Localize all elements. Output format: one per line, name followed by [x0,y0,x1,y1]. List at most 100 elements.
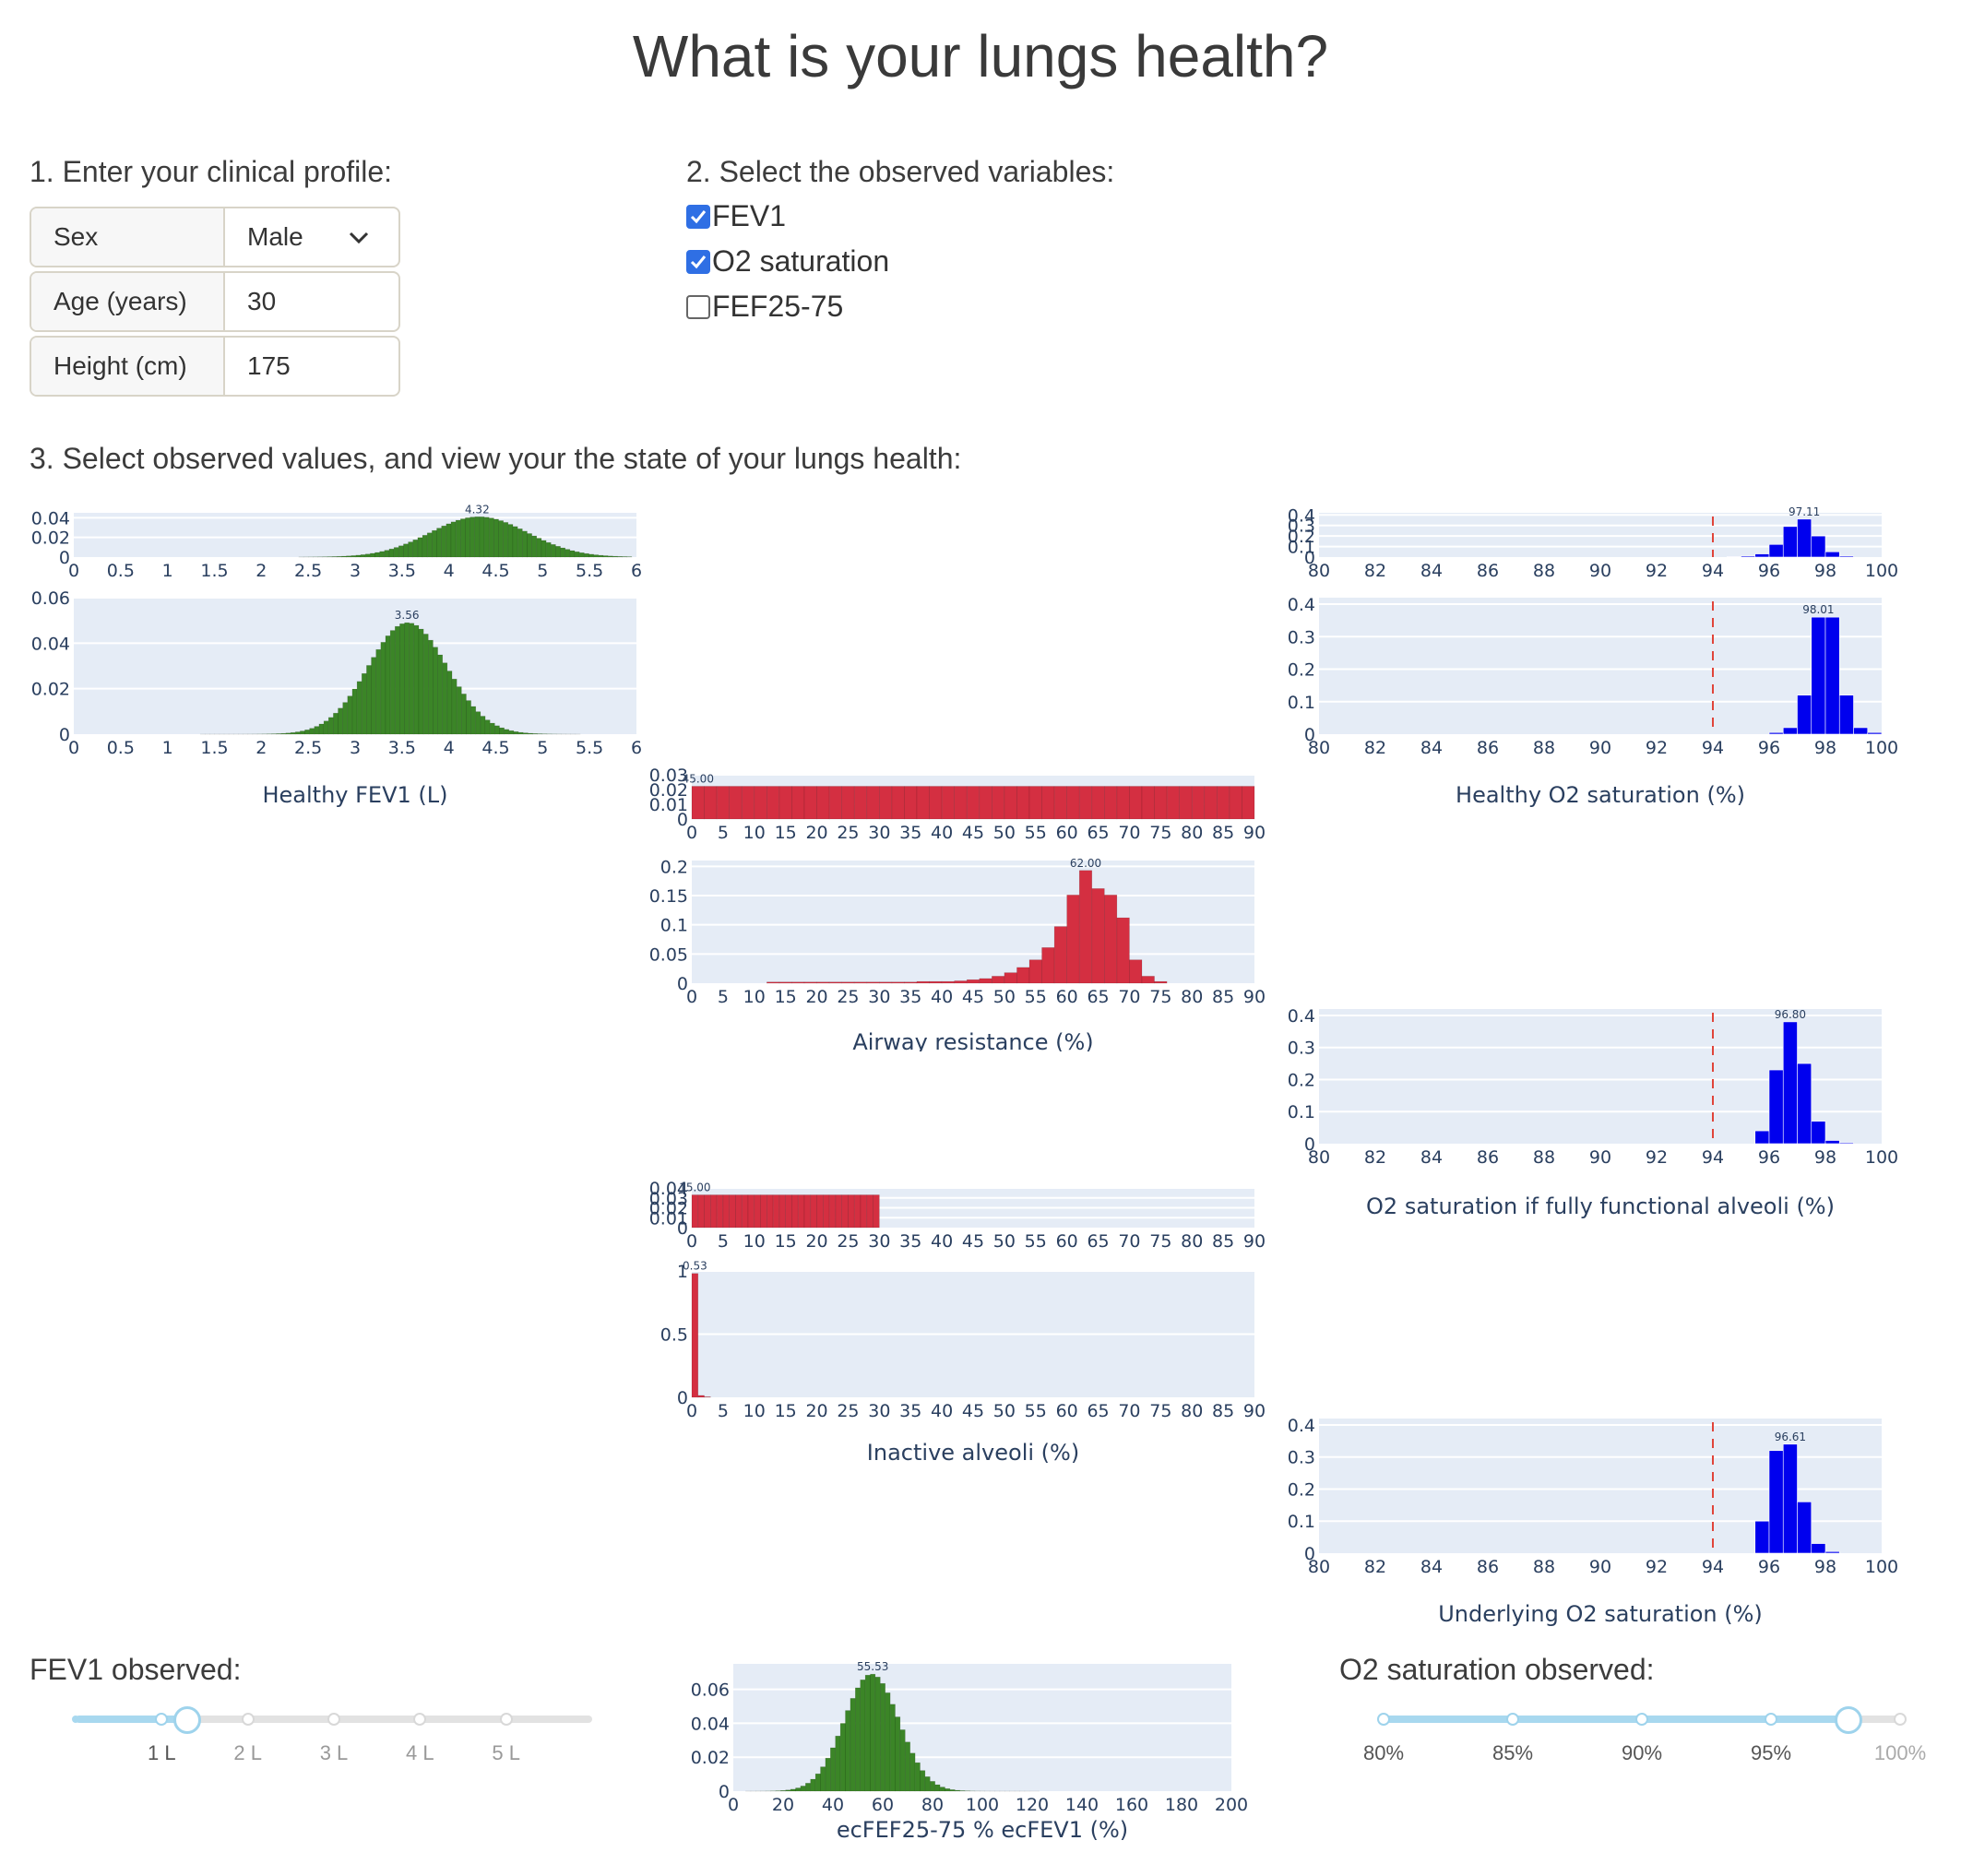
fev1-bottom-bar [528,732,533,735]
fef-bar [945,1787,951,1792]
fef-bar [845,1710,851,1792]
airway-top-xtick-label: 90 [1243,823,1266,843]
fev1-slider-tick-label[interactable]: 2 L [233,1741,262,1764]
o2-slider-mark[interactable] [1765,1713,1777,1726]
o2-saturation-checkbox[interactable] [686,250,710,274]
alveoli-top-bar [754,1194,761,1229]
fev1-slider-mark[interactable] [327,1713,340,1726]
airway-bottom-xtick-label: 45 [962,987,984,1007]
fev1-top-bar [370,552,375,558]
airway-top-bar [816,786,830,820]
fev1-top-ytick-label: 0 [59,548,70,568]
fef-bar [800,1786,806,1792]
height-input[interactable]: 175 [247,351,291,380]
fev1-slider-mark[interactable] [241,1713,255,1726]
fef-bar [860,1680,866,1792]
o2-top-xtick-label: 100 [1865,561,1898,581]
airway-top-bar [1104,786,1118,820]
fev1-slider-mark[interactable] [155,1713,169,1726]
fev1-top-bar [612,555,618,558]
fev1-top-xtick-label: 4 [444,561,455,581]
alveoli-top-bar [767,1194,774,1229]
fev1-bottom-bar [466,700,471,735]
airway-top-bar [1191,786,1206,820]
o2-slider-tick-label[interactable]: 95% [1750,1741,1792,1764]
alveoli-top-bar [772,1194,780,1229]
alveoli-bottom-bar [704,1396,711,1398]
fev1-slider-handle[interactable] [173,1706,202,1734]
fev1-slider-track[interactable] [76,1716,188,1723]
fev1-checkbox[interactable] [686,205,710,229]
fev1-bottom-xtick-label: 5.5 [576,738,603,758]
fev1-slider-mark[interactable] [413,1713,427,1726]
fev1-slider-tick-label[interactable]: 3 L [319,1741,349,1764]
fev1-top-bar [479,516,485,558]
fev1-slider-tick-label[interactable]: 1 L [148,1741,176,1764]
alveoli-top-xtick-label: 65 [1087,1231,1109,1252]
airway-bottom-bar [828,981,842,984]
fev1-bottom-bar [427,639,434,735]
o2-slider-mark[interactable] [1506,1713,1519,1726]
o2-saturation-checkbox-label[interactable]: O2 saturation [712,244,890,278]
o2-slider-mark[interactable] [1377,1713,1390,1726]
o2-slider-track[interactable] [1384,1716,1848,1723]
o2-slider-mark[interactable] [1894,1713,1907,1726]
o2-bottom-xtick-label: 98 [1814,738,1836,758]
o2-slider-mark[interactable] [1635,1713,1648,1726]
o2-slider-tick-label[interactable]: 90% [1621,1741,1663,1764]
fev1-bottom-bar [461,694,467,735]
fef25-75-checkbox[interactable] [686,295,710,319]
fev1-slider[interactable]: 1 L 2 L 3 L 4 L 5 L [72,1704,592,1778]
o2-slider-tick-label[interactable]: 85% [1492,1741,1534,1764]
fev1-top-bar [417,537,423,558]
airway-bottom-plot-area [692,861,1254,983]
o2-top-bar [1768,543,1784,558]
airway-bottom-bar [979,978,992,984]
fev1-slider-start-mark[interactable] [72,1716,79,1723]
age-field[interactable]: Age (years) 30 [30,271,400,332]
o2-saturation-slider[interactable]: 80% 85% 90% 95% 100% [1363,1704,1926,1778]
chevron-down-icon [349,232,369,244]
airway-top-bar [1091,786,1105,820]
fev1-bottom-xtick-label: 1 [162,738,173,758]
fef-bar [780,1790,787,1792]
page-title: What is your lungs health? [632,23,1329,89]
fef-xtick-label: 200 [1215,1795,1248,1815]
fev1-bottom-bar [508,730,515,735]
fev1-top-bar [432,529,437,558]
o2-bottom-bar [1838,695,1854,735]
airway-top-xtick-label: 25 [837,823,859,843]
o2-bottom-bar [1768,731,1784,735]
fev1-top-bar [598,554,604,558]
fev1-checkbox-label[interactable]: FEV1 [712,199,787,232]
o2-slider-tick-label[interactable]: 80% [1362,1741,1405,1764]
airway-top-bar [1229,786,1242,820]
sex-select[interactable]: Male [225,208,398,266]
o2under-xtick-label: 86 [1477,1557,1499,1577]
fef-bar [954,1789,960,1792]
age-input[interactable]: 30 [247,287,277,315]
alveoli-top-xtick-label: 0 [686,1231,697,1252]
fef25-75-checkbox-label[interactable]: FEF25-75 [712,290,844,323]
fev1-bottom-xtick-label: 3 [350,738,361,758]
alveoli-top-bar [860,1194,868,1229]
o2func-xtick-label: 90 [1589,1147,1611,1168]
airway-bottom-annotation: 62.00 [1070,857,1101,870]
fev1-slider-tick-label[interactable]: 5 L [492,1741,520,1764]
fev1-slider-mark[interactable] [499,1713,513,1726]
o2-slider-handle[interactable] [1835,1706,1862,1734]
alveoli-top-bar [841,1194,849,1229]
o2func-xtick-label: 80 [1308,1147,1330,1168]
alveoli-bottom-xtick-label: 40 [931,1401,953,1421]
airway-top-bar [866,786,880,820]
o2-bottom-xtick-label: 90 [1589,738,1611,758]
fev1-top-bar [483,516,490,558]
fef-bar [839,1723,846,1792]
fef-xtick-label: 180 [1165,1795,1198,1815]
fev1-slider-tick-label[interactable]: 4 L [406,1741,434,1764]
o2-slider-tick-label[interactable]: 100% [1873,1741,1927,1764]
airway-top-xtick-label: 40 [931,823,953,843]
height-field[interactable]: Height (cm) 175 [30,336,400,397]
o2under-xtick-label: 88 [1533,1557,1555,1577]
sex-field[interactable]: Sex Male [30,207,400,267]
